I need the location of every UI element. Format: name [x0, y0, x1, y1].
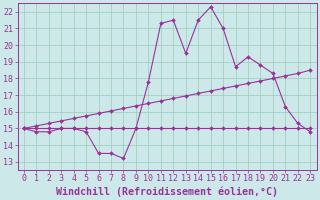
- X-axis label: Windchill (Refroidissement éolien,°C): Windchill (Refroidissement éolien,°C): [56, 186, 278, 197]
